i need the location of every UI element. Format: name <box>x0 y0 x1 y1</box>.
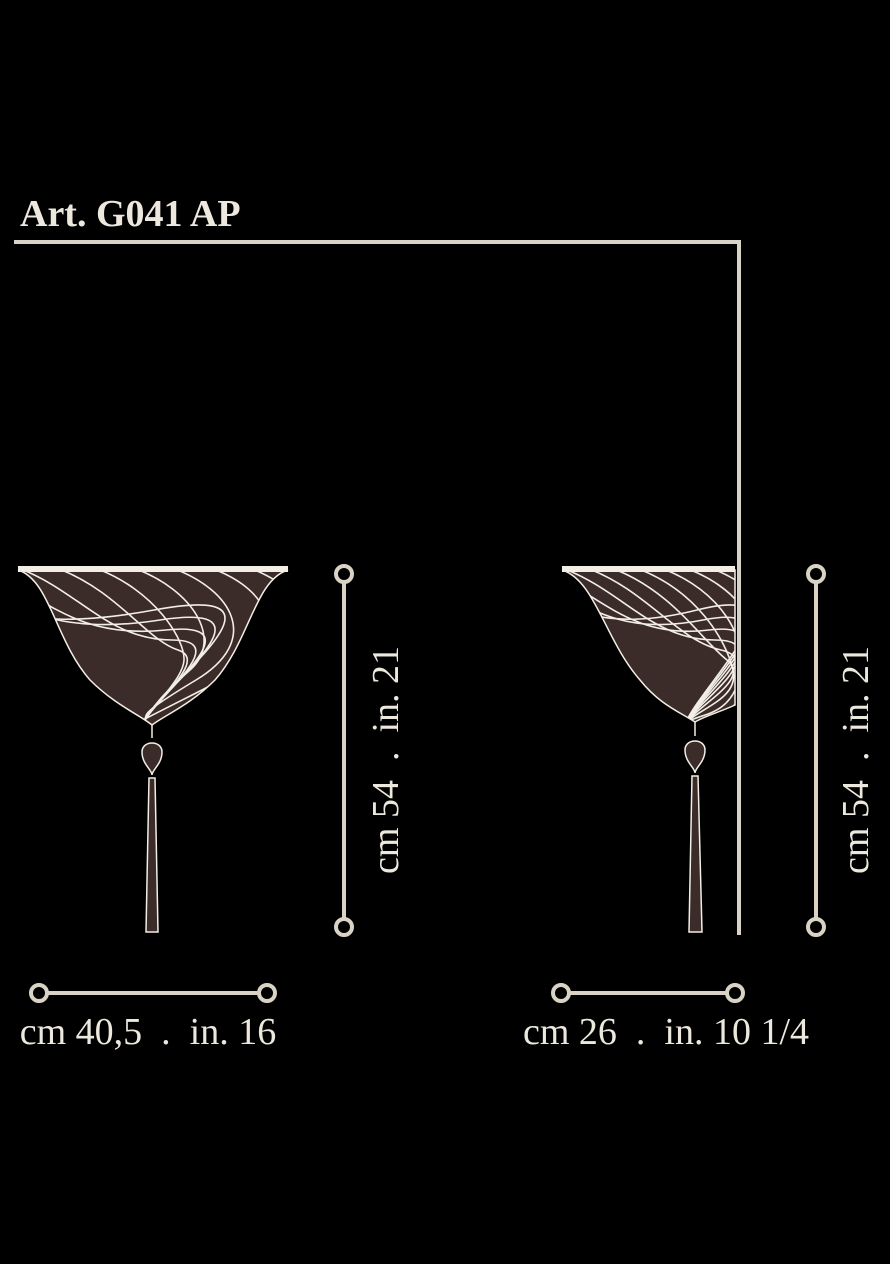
swirl <box>586 570 735 722</box>
height-dimension-1 <box>334 564 354 937</box>
swirl <box>660 570 735 722</box>
swirl <box>611 570 735 722</box>
width-label: cm 26 . in. 10 1/4 <box>523 1011 809 1053</box>
lamp-front <box>17 566 289 933</box>
width-dimension-1 <box>29 983 277 1003</box>
title: Art. G041 AP <box>20 193 241 235</box>
wall-outline <box>14 240 741 935</box>
height-label: cm 54 . in. 21 <box>835 646 877 874</box>
swirl <box>562 570 735 722</box>
width-dimension-2 <box>551 983 745 1003</box>
swirl <box>635 570 735 722</box>
swirl <box>684 570 735 722</box>
swirl <box>141 570 235 725</box>
swirl <box>562 570 735 722</box>
height-label: cm 54 . in. 21 <box>365 646 407 874</box>
width-label: cm 40,5 . in. 16 <box>20 1011 276 1053</box>
height-dimension-2 <box>806 564 826 937</box>
